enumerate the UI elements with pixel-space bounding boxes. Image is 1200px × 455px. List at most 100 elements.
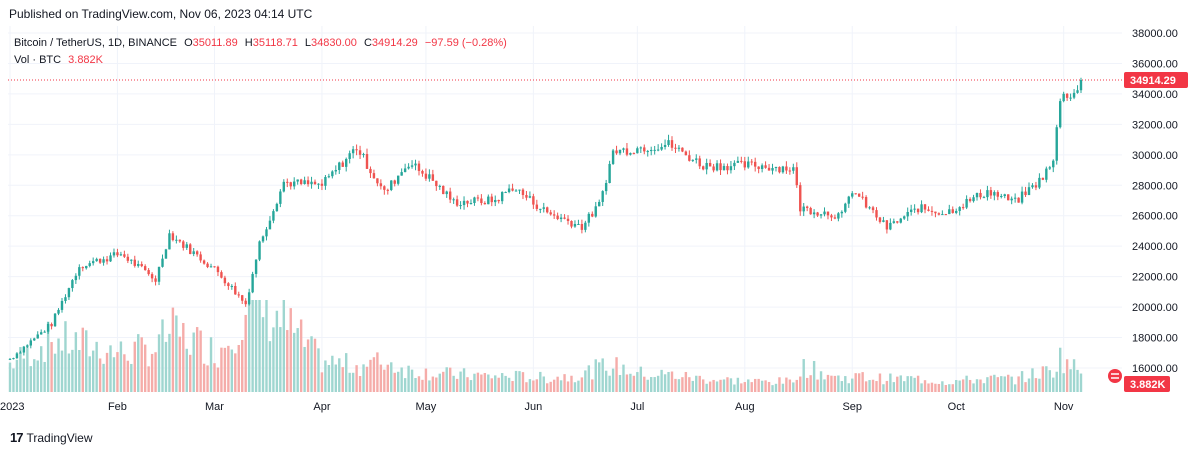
candle-body [857,193,861,197]
candle-body [320,183,324,186]
candle-body [109,255,112,262]
volume-bar [324,360,327,392]
volume-bar [1020,371,1024,392]
candle-body [379,183,383,187]
candle-body [1079,79,1083,91]
candle-body [494,199,497,203]
volume-bar [469,380,473,392]
volume-bar [424,368,428,392]
candle-body [771,168,774,171]
candle-body [573,223,577,227]
volume-bar [230,349,234,392]
volume-bar [1062,373,1065,392]
candle-body [473,197,476,204]
volume-bar [383,369,386,392]
volume-bar [36,360,39,392]
volume-bar [549,381,552,392]
volume-bar [1055,371,1058,392]
high-value: 35118.71 [252,37,298,49]
volume-bar [702,379,705,392]
volume-bar [968,379,972,392]
candle-body [123,254,126,257]
candle-body [594,206,597,217]
tradingview-footer[interactable]: 17 TradingView [10,430,93,445]
volume-bar [1010,376,1013,392]
volume-bar [611,368,615,392]
volume-bar [871,379,875,392]
volume-bar [830,375,833,392]
volume-bar [98,358,102,392]
candle-body [702,166,705,170]
volume-bar [913,377,916,392]
flag-icon[interactable] [1108,369,1122,383]
candle-body [421,170,424,174]
time-tick-label: May [416,401,437,413]
candle-body [556,215,559,220]
volume-bar [289,308,292,392]
volume-bar [209,337,213,392]
candle-body [937,213,941,215]
candle-body [736,160,740,163]
volume-bar [81,327,84,392]
volume-bar [663,374,667,392]
volume-bar [719,379,722,392]
low-label: L [304,37,312,49]
volume-title[interactable]: Vol · BTC [14,54,62,66]
candle-body [487,196,490,205]
candle-body [331,171,334,177]
candle-body [566,218,570,221]
candle-body [46,324,50,332]
symbol-name[interactable]: Bitcoin / TetherUS, 1D, BINANCE [14,37,178,49]
volume-bar [733,384,736,392]
volume-bar [892,382,896,392]
candle-body [837,213,840,219]
volume-bar [615,357,618,392]
volume-bar [473,373,476,392]
volume-bar [695,375,698,392]
candle-body [695,158,698,160]
candle-body [8,358,12,360]
candle-body [1024,191,1027,196]
candle-body [143,266,147,271]
volume-bar [494,375,497,392]
volume-bar [643,376,646,392]
volume-bar [410,369,414,392]
volume-bar [1072,359,1076,392]
candle-body [1013,197,1017,199]
published-line: Published on TradingView.com, Nov 06, 20… [9,7,313,21]
volume-bar [580,377,584,392]
volume-bar [393,372,396,392]
volume-bar [490,378,493,392]
volume-bar [265,300,268,392]
volume-bar [670,371,674,392]
candle-body [60,300,64,310]
volume-bar [195,327,199,392]
volume-bar [254,300,258,392]
candle-body [802,206,805,212]
volume-bar [885,380,889,392]
candle-body [740,160,743,162]
volume-bar [944,385,948,392]
volume-bar [171,307,175,392]
volume-bar [753,378,757,392]
volume-bar [185,348,188,392]
volume-bar [39,346,43,392]
candle-body [438,185,441,187]
volume-bar [591,379,594,392]
price-chart[interactable]: 38000.00 36000.00 34000.00 32000.00 30000.00… [0,26,1200,426]
candle-body [1007,194,1010,201]
volume-bar [764,380,767,392]
volume-bar [948,384,951,392]
volume-bar [133,341,136,392]
candle-body [816,212,819,216]
volume-bar [459,371,462,392]
candle-body [563,217,566,219]
volume-bar [674,378,677,392]
volume-bar [577,380,580,392]
volume-bar [60,350,64,392]
volume-bar [462,368,466,392]
candle-body [33,338,36,341]
volume-bar [864,381,868,392]
candle-body [390,180,393,190]
candle-body [979,192,982,198]
